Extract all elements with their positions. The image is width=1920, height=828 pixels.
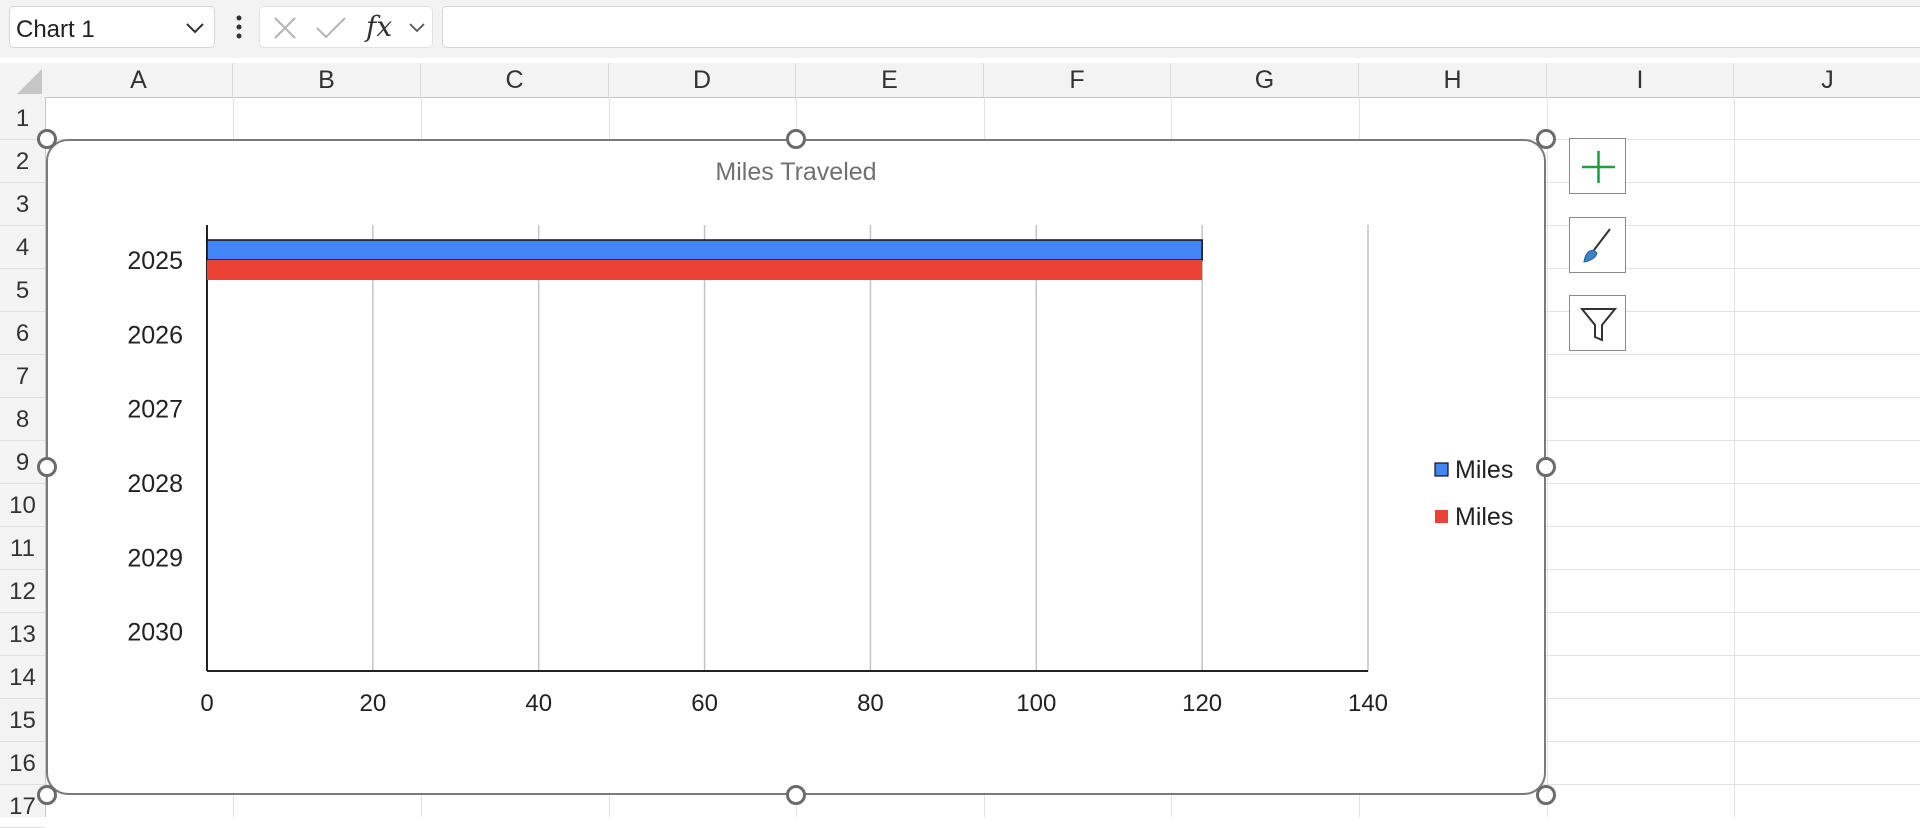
column-header-f[interactable]: F [984, 63, 1171, 97]
column-header-i[interactable]: I [1547, 63, 1734, 97]
paintbrush-icon [1583, 228, 1611, 263]
category-label: 2027 [127, 396, 183, 424]
category-label: 2030 [127, 619, 183, 647]
chart-area[interactable]: Miles Traveled 0 20 40 60 80 100 120 140 2025 202… [46, 139, 1546, 795]
x-tick-label: 80 [857, 690, 884, 717]
row-header-column: 1 2 3 4 5 6 7 8 9 10 11 12 13 14 15 16 1… [0, 97, 46, 828]
x-tick-label: 0 [200, 690, 213, 717]
chart-styles-button[interactable] [1569, 217, 1626, 273]
row-header[interactable]: 4 [0, 226, 45, 269]
x-tick-label: 140 [1348, 690, 1388, 717]
x-tick-label: 60 [691, 690, 718, 717]
row-header[interactable]: 15 [0, 699, 45, 742]
x-tick-label: 120 [1182, 690, 1222, 717]
bar [207, 260, 1203, 280]
x-tick-label: 40 [525, 690, 552, 717]
row-header[interactable]: 2 [0, 140, 45, 183]
name-box-value: Chart 1 [16, 16, 95, 43]
row-header[interactable]: 16 [0, 742, 45, 785]
row-header[interactable]: 6 [0, 312, 45, 355]
chevron-down-icon[interactable] [408, 21, 426, 35]
row-header[interactable]: 14 [0, 656, 45, 699]
legend-label: Miles [1455, 456, 1513, 484]
column-header-j[interactable]: J [1734, 63, 1920, 97]
category-label: 2026 [127, 321, 183, 349]
row-header[interactable]: 7 [0, 355, 45, 398]
resize-handle-bottom[interactable] [786, 785, 806, 805]
category-label: 2029 [127, 544, 183, 572]
resize-handle-bottom-left[interactable] [37, 785, 57, 805]
resize-handle-bottom-right[interactable] [1536, 785, 1556, 805]
row-header[interactable]: 1 [0, 97, 45, 140]
category-label: 2025 [127, 247, 183, 275]
legend-swatch [1434, 462, 1449, 477]
fx-icon[interactable]: fx [366, 10, 393, 43]
row-header[interactable]: 9 [0, 441, 45, 484]
column-header-row: A B C D E F G H I J [0, 63, 1920, 98]
chart-title[interactable]: Miles Traveled [715, 158, 877, 186]
column-header-b[interactable]: B [233, 63, 421, 97]
column-header-c[interactable]: C [421, 63, 609, 97]
legend-swatch [1435, 510, 1448, 523]
resize-handle-top-left[interactable] [37, 129, 57, 149]
name-box[interactable]: Chart 1 [9, 6, 215, 48]
x-tick-label: 20 [360, 690, 387, 717]
row-header[interactable]: 12 [0, 570, 45, 613]
resize-handle-left[interactable] [37, 457, 57, 477]
row-header[interactable]: 10 [0, 484, 45, 527]
chart-filters-button[interactable] [1569, 295, 1626, 351]
column-header-g[interactable]: G [1171, 63, 1359, 97]
resize-handle-right[interactable] [1536, 457, 1556, 477]
row-header[interactable]: 3 [0, 183, 45, 226]
chart-elements-button[interactable] [1569, 138, 1626, 194]
formula-controls: fx [259, 6, 433, 48]
category-label: 2028 [127, 470, 183, 498]
column-header-h[interactable]: H [1359, 63, 1547, 97]
row-header[interactable]: 13 [0, 613, 45, 656]
chevron-down-icon[interactable] [184, 19, 206, 37]
resize-handle-top-right[interactable] [1536, 129, 1556, 149]
formula-input[interactable] [442, 6, 1920, 48]
column-header-e[interactable]: E [796, 63, 984, 97]
check-icon[interactable] [315, 15, 347, 41]
column-header-d[interactable]: D [609, 63, 796, 97]
close-icon[interactable] [272, 15, 298, 41]
vertical-ellipsis-icon[interactable] [231, 13, 247, 43]
x-tick-label: 100 [1016, 690, 1056, 717]
row-header[interactable]: 11 [0, 527, 45, 570]
bar-chart[interactable]: 0 20 40 60 80 100 120 140 2025 2026 2027 2028 2029 20… [48, 141, 1544, 793]
legend-label: Miles [1455, 503, 1513, 531]
formula-bar: Chart 1 fx [0, 0, 1920, 58]
column-header-a[interactable]: A [45, 63, 233, 97]
funnel-icon [1579, 308, 1618, 342]
resize-handle-top[interactable] [786, 129, 806, 149]
select-all-corner[interactable] [0, 63, 45, 97]
row-header[interactable]: 8 [0, 398, 45, 441]
row-header[interactable]: 5 [0, 269, 45, 312]
plus-icon [1582, 151, 1615, 183]
bar [206, 239, 1203, 261]
